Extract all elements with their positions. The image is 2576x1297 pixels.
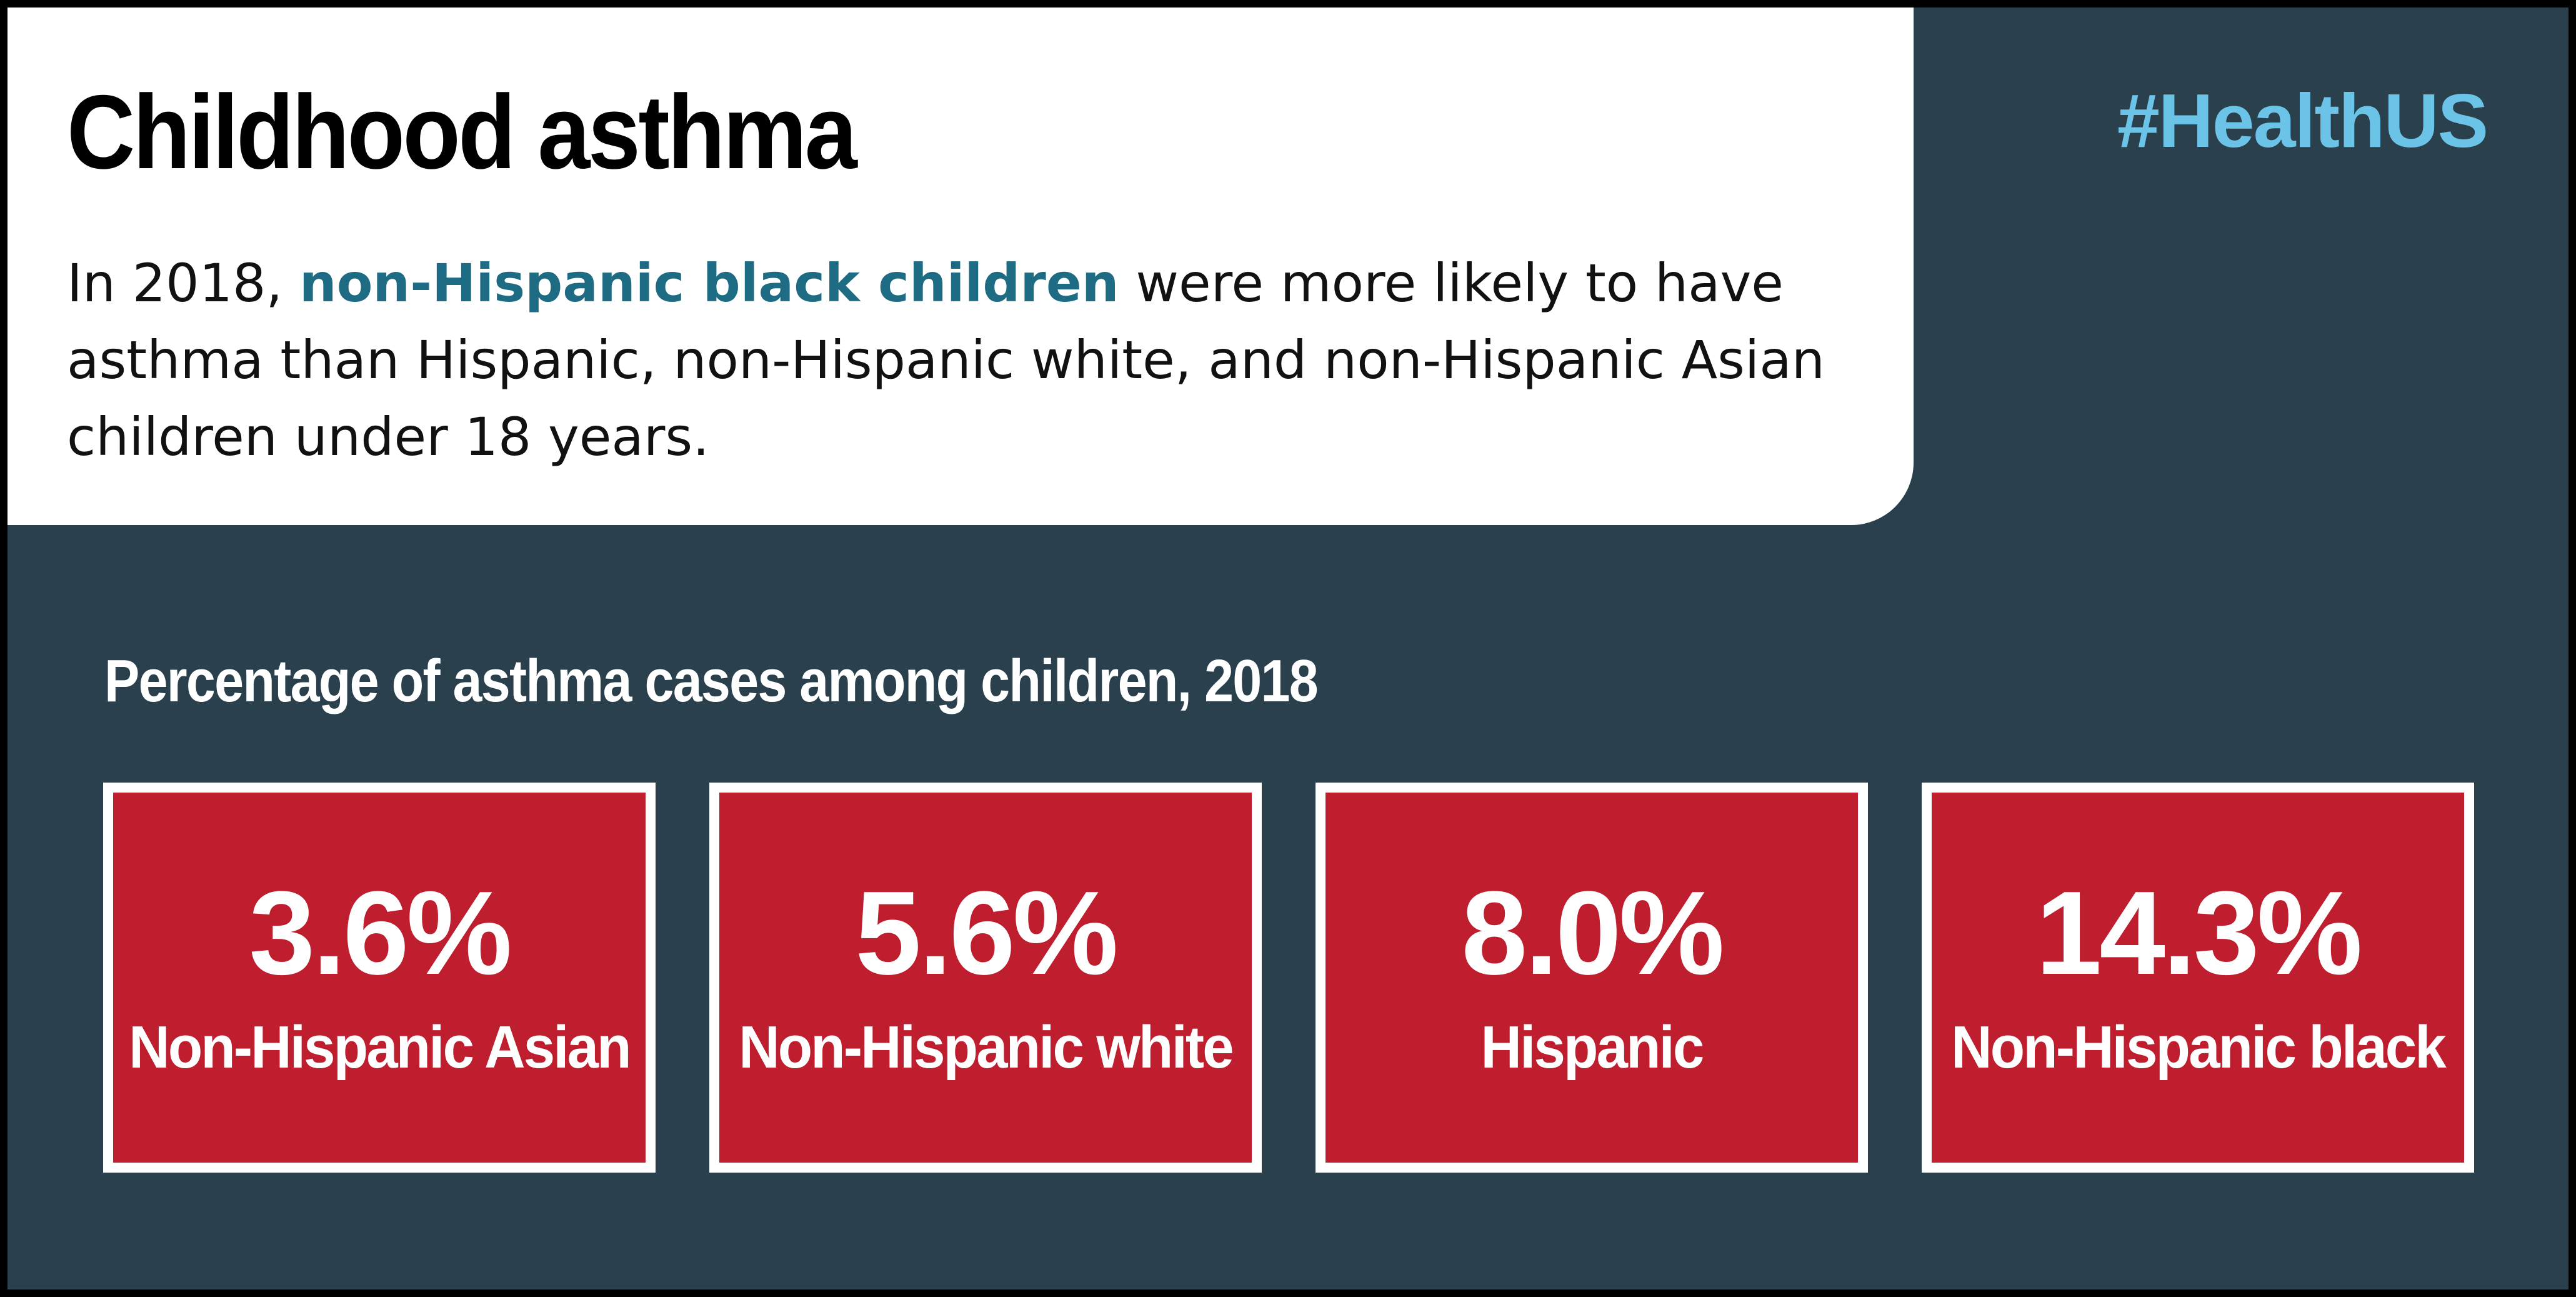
stat-label: Non-Hispanic black <box>1951 1014 2447 1081</box>
stat-value: 5.6% <box>855 867 1118 999</box>
stat-card: 14.3% Non-Hispanic black <box>1922 783 2474 1173</box>
intro-highlight: non-Hispanic black children <box>299 253 1119 314</box>
stat-card: 8.0% Hispanic <box>1315 783 1868 1173</box>
page-title: Childhood asthma <box>67 73 857 191</box>
stat-value: 3.6% <box>249 867 512 999</box>
intro-card: Childhood asthma In 2018, non-Hispanic b… <box>7 8 1914 525</box>
intro-text-end: were more likely to have asthma than His… <box>67 253 1825 468</box>
stat-cards: 3.6% Non-Hispanic Asian 5.6% Non-Hispanic w… <box>7 8 2569 1289</box>
stat-label: Non-Hispanic Asian <box>129 1014 631 1081</box>
stat-value: 14.3% <box>2035 867 2363 999</box>
stat-card: 3.6% Non-Hispanic Asian <box>103 783 656 1173</box>
stat-card: 5.6% Non-Hispanic white <box>709 783 1262 1173</box>
chart-title: Percentage of asthma cases among childre… <box>104 648 1319 714</box>
intro-text-start: In 2018, <box>67 253 299 314</box>
infographic-frame: Childhood asthma In 2018, non-Hispanic b… <box>7 8 2569 1289</box>
intro-paragraph: In 2018, non-Hispanic black children wer… <box>67 245 1879 476</box>
stat-value: 8.0% <box>1461 867 1724 999</box>
stat-label: Hispanic <box>1480 1014 1705 1081</box>
stat-label: Non-Hispanic white <box>739 1014 1234 1081</box>
hashtag-label: #HealthUS <box>2117 78 2489 163</box>
